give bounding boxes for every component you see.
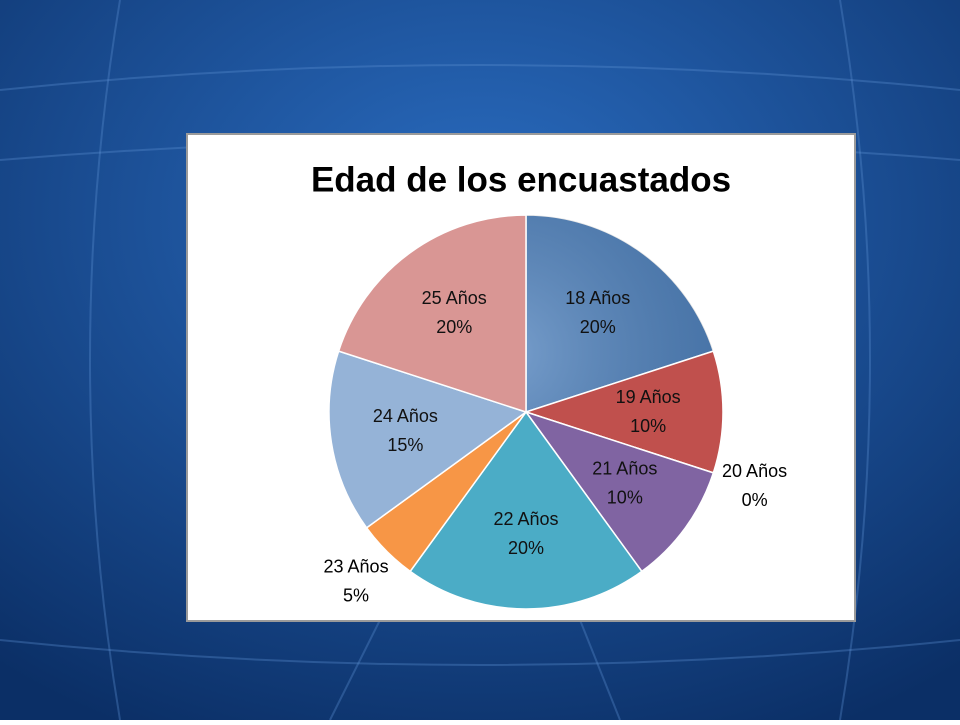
slice-value-label: 20% <box>508 538 544 558</box>
pie-slice <box>524 410 715 573</box>
pie-slice <box>328 350 528 529</box>
pie-slice <box>337 214 527 414</box>
pie-slice <box>409 410 643 610</box>
slice-category-label: 19 Años <box>616 387 681 407</box>
slice-value-label: 0% <box>742 490 768 510</box>
slice-category-label: 25 Años <box>422 288 487 308</box>
chart-title: Edad de los encuastados <box>311 160 731 199</box>
slice-category-label: 18 Años <box>565 288 630 308</box>
slice-category-label: 24 Años <box>373 406 438 426</box>
slice-category-label: 21 Años <box>592 459 657 479</box>
slice-value-label: 15% <box>387 435 423 455</box>
slice-category-label: 20 Años <box>722 461 787 481</box>
slice-value-label: 5% <box>343 586 369 606</box>
slice-value-label: 10% <box>607 488 643 508</box>
slice-category-label: 23 Años <box>324 557 389 577</box>
slice-value-label: 10% <box>630 416 666 436</box>
pie-slice <box>523 350 724 474</box>
slice-value-label: 20% <box>580 317 616 337</box>
slice-category-label: 22 Años <box>493 509 558 529</box>
slice-value-label: 20% <box>436 317 472 337</box>
